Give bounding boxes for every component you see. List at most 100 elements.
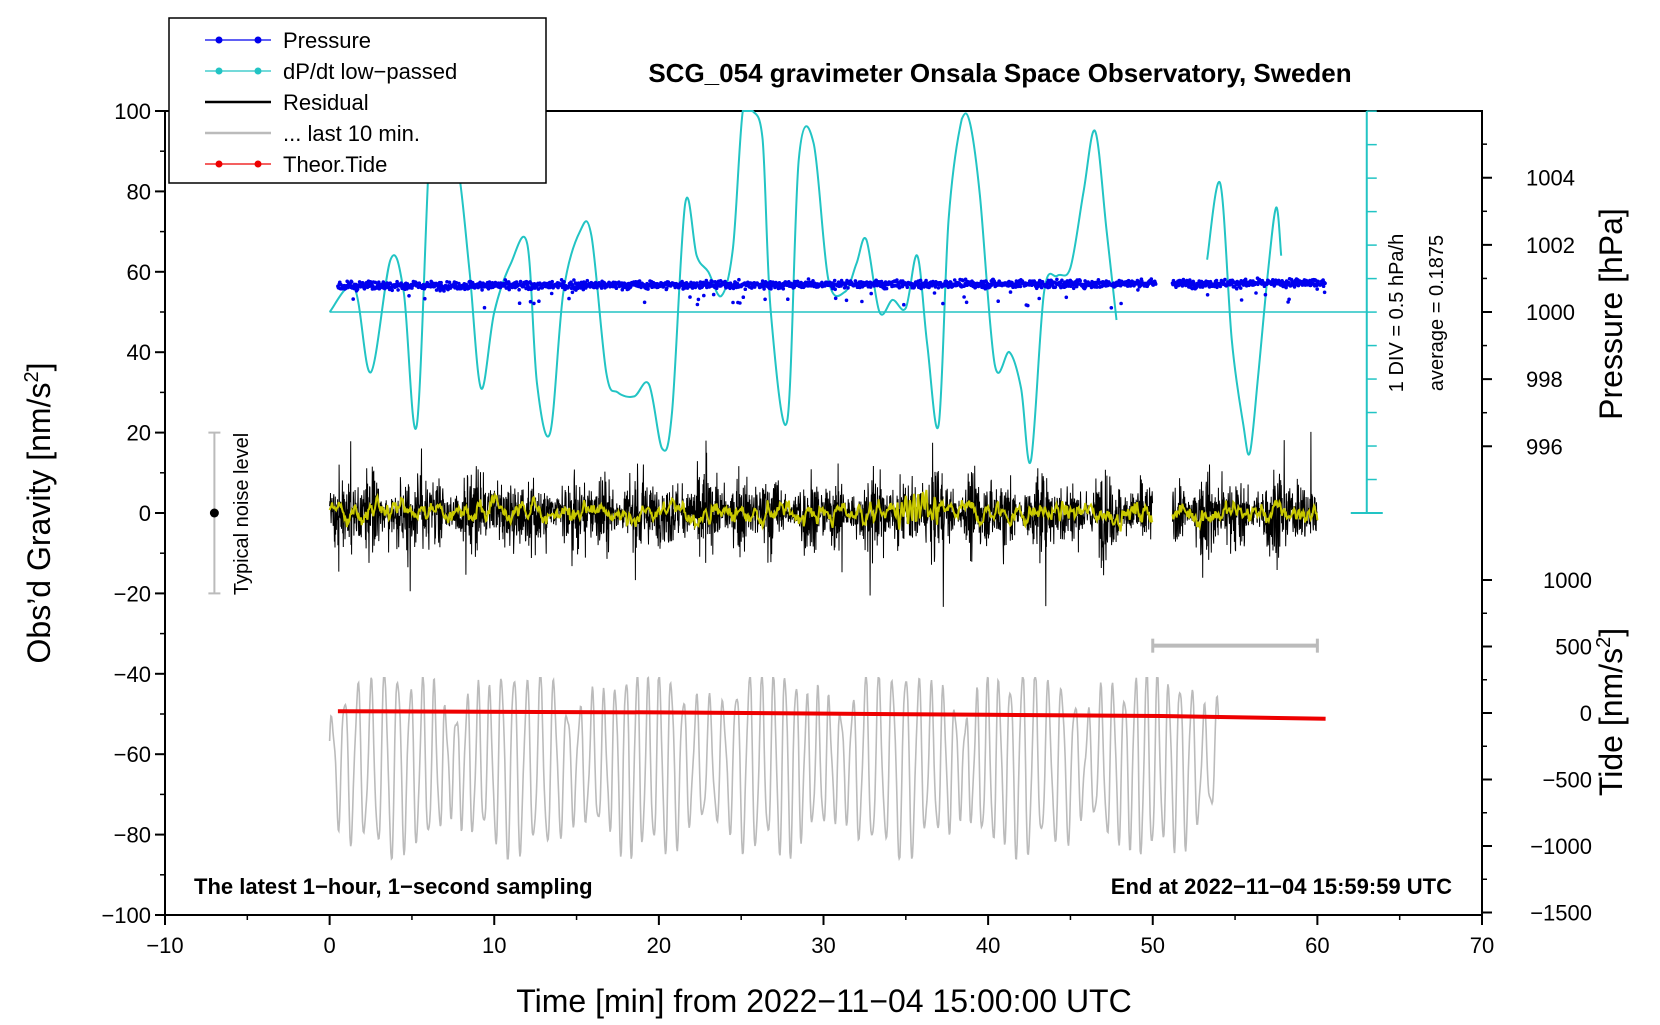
pressure-point	[377, 280, 381, 285]
pressure-point	[556, 285, 560, 290]
pressure-point	[964, 300, 969, 305]
pressure-point	[1026, 303, 1030, 308]
tide-axis-label-end: ]	[1593, 628, 1629, 637]
pressure-point	[696, 297, 701, 302]
pressure-point	[1078, 279, 1082, 283]
pressure-point	[517, 287, 521, 292]
axes: −10 0 10 20 30 40 50 60 70−100−80−60−40−20020406…	[101, 99, 1592, 958]
tide-tick-label: −500	[1542, 768, 1592, 793]
pressure-point	[952, 278, 957, 282]
pressure-point	[1287, 297, 1291, 302]
pressure-point	[1071, 286, 1076, 291]
average-label: average = 0.1875	[1426, 235, 1448, 391]
series-layer	[328, 109, 1367, 862]
pressure-point	[962, 295, 966, 299]
pressure-axis-label: Pressure [hPa]	[1593, 208, 1629, 420]
y-tick-label: 100	[114, 99, 151, 124]
pressure-point	[853, 279, 858, 283]
pressure-point	[1205, 293, 1210, 297]
pressure-point	[1286, 280, 1291, 285]
pressure-point	[695, 302, 700, 307]
pressure-point	[833, 287, 837, 292]
pressure-tick-label: 1000	[1526, 300, 1575, 325]
legend-label: Pressure	[283, 28, 371, 53]
tide-tick-label: 0	[1580, 701, 1592, 726]
pressure-point	[572, 278, 576, 282]
y-axis-label-base: Obs’d Gravity [nm/s	[21, 383, 57, 664]
pressure-point	[507, 287, 512, 292]
y-tick-label: 60	[127, 260, 151, 285]
pressure-point	[884, 286, 889, 291]
pressure-point	[1239, 298, 1244, 302]
pressure-point	[442, 289, 446, 293]
pressure-point	[614, 286, 619, 291]
pressure-point	[1315, 287, 1319, 291]
pressure-point	[585, 278, 590, 283]
pressure-point	[1238, 286, 1243, 290]
residual-series-a	[329, 440, 1153, 607]
y-tick-label: −60	[114, 742, 151, 767]
pressure-point	[743, 287, 748, 292]
pressure-point	[1039, 285, 1044, 290]
tide-axis-label: Tide [nm/s2]	[1593, 628, 1629, 796]
pressure-point	[562, 280, 566, 284]
pressure-point	[514, 280, 519, 284]
legend-marker	[254, 36, 262, 44]
y-axis-label-sup: 2	[21, 371, 43, 382]
pressure-point	[1286, 300, 1290, 304]
dpdt-series-a	[328, 109, 1118, 465]
x-tick-label: −10	[146, 933, 183, 958]
x-tick-label: 40	[976, 933, 1000, 958]
x-tick-label: 50	[1141, 933, 1165, 958]
legend-marker	[215, 160, 223, 168]
pressure-point	[1322, 290, 1327, 295]
x-tick-label: 60	[1305, 933, 1329, 958]
pressure-point	[702, 293, 706, 298]
pressure-point	[362, 287, 367, 291]
pressure-point	[395, 279, 399, 284]
pressure-point	[665, 286, 669, 290]
noise-bar-dot	[209, 508, 219, 518]
pressure-point	[996, 299, 1000, 304]
pressure-point	[521, 284, 526, 289]
pressure-point	[844, 298, 849, 303]
tide-tick-label: 1000	[1543, 568, 1592, 593]
pressure-point	[1010, 280, 1014, 285]
tide-tick-label: −1500	[1530, 901, 1592, 926]
pressure-point	[902, 302, 906, 307]
pressure-point	[550, 279, 554, 284]
pressure-point	[731, 300, 735, 305]
pressure-point	[1064, 295, 1069, 300]
pressure-point	[1190, 286, 1195, 291]
legend-label: Theor.Tide	[283, 152, 387, 177]
pressure-tick-label: 1002	[1526, 233, 1575, 258]
pressure-point	[1053, 285, 1058, 289]
pressure-point	[447, 280, 452, 285]
x-tick-label: 10	[482, 933, 506, 958]
pressure-point	[860, 299, 864, 304]
pressure-point	[1254, 291, 1258, 295]
legend-label: Residual	[283, 90, 369, 115]
pressure-tick-label: 996	[1526, 434, 1563, 459]
tide-series	[337, 709, 1326, 721]
pressure-point	[361, 281, 365, 285]
pressure-point	[423, 296, 427, 301]
pressure-point	[351, 297, 356, 301]
legend-marker	[254, 160, 262, 168]
pressure-point	[806, 277, 811, 281]
pressure-point	[688, 295, 692, 299]
pressure-point	[973, 285, 978, 290]
pressure-point	[1008, 290, 1013, 294]
pressure-point	[355, 287, 360, 292]
pressure-point	[1321, 284, 1326, 289]
residual-smoothed-a	[328, 489, 1154, 532]
pressure-point	[869, 291, 873, 296]
pressure-point	[518, 279, 523, 284]
pressure-point	[646, 287, 650, 291]
y-tick-label: −80	[114, 823, 151, 848]
pressure-point	[528, 299, 533, 304]
pressure-series	[336, 276, 1327, 310]
pressure-point	[741, 295, 746, 300]
residual-series-b	[1172, 431, 1318, 578]
